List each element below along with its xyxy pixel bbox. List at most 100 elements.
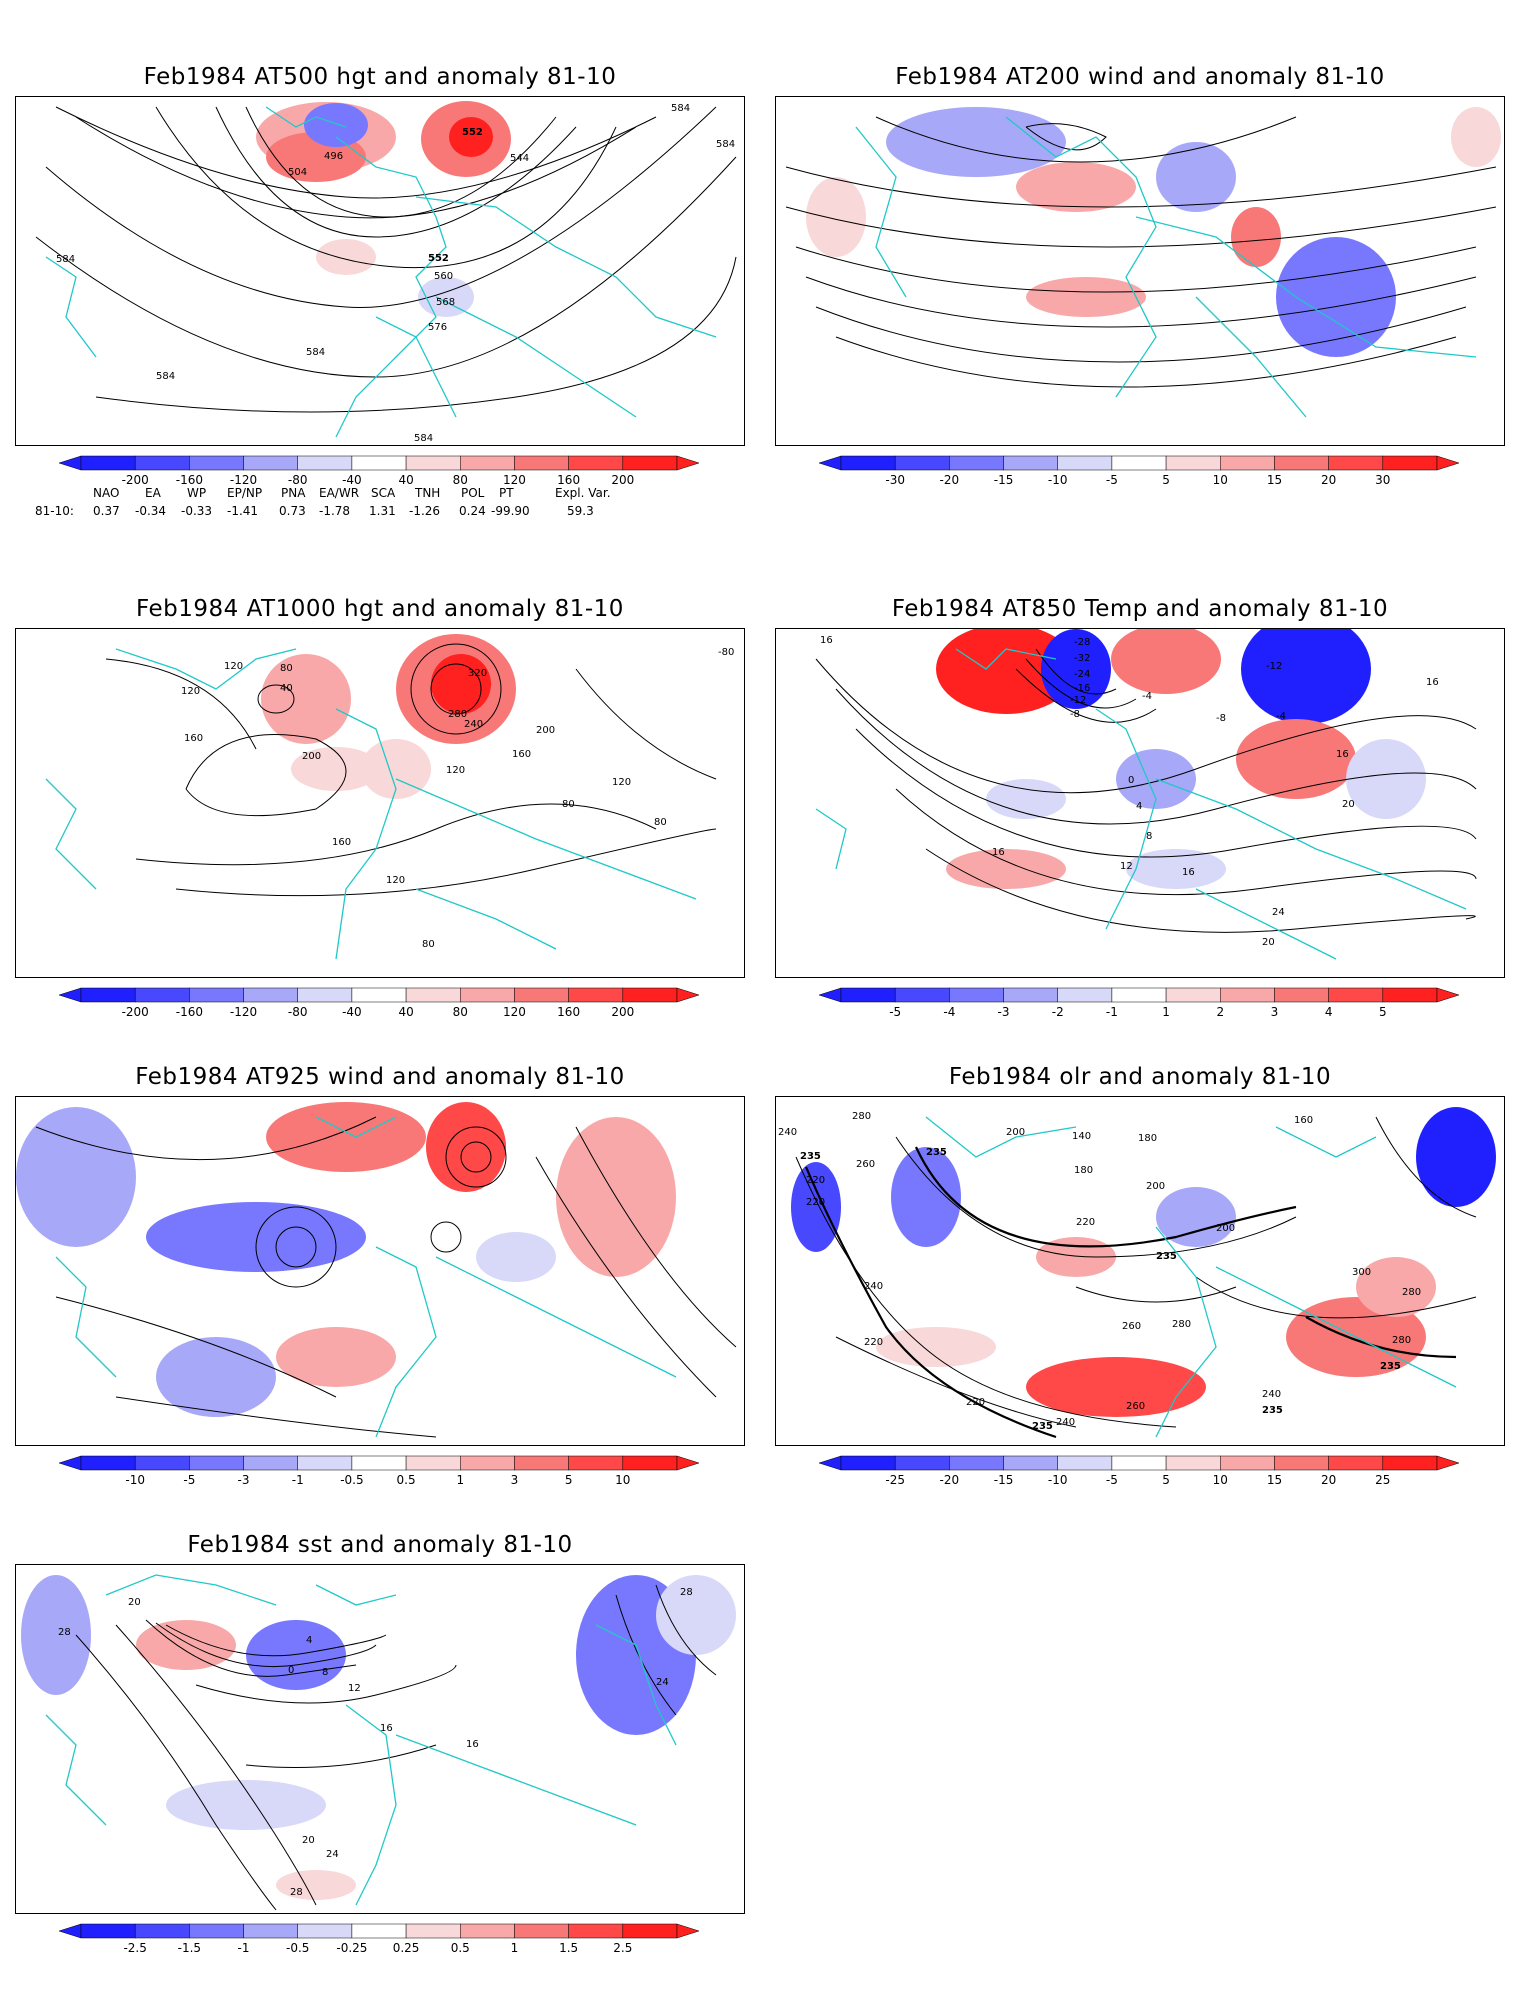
contour-labels: 584 584 584 584 584 584 544 552 552 496 … xyxy=(56,103,735,444)
contour-label: 200 xyxy=(302,751,321,762)
colorbar-tick-label: 160 xyxy=(557,1005,580,1019)
contour-label: 240 xyxy=(1262,1389,1281,1400)
contour-label: 584 xyxy=(414,433,433,444)
colorbar-swatch xyxy=(1220,987,1275,1003)
colorbar-tick-label: 10 xyxy=(1213,1473,1228,1487)
colorbar-tick-label: -10 xyxy=(1048,473,1068,487)
panel-title: Feb1984 AT500 hgt and anomaly 81-10 xyxy=(143,64,617,90)
contour-label: -4 xyxy=(1276,711,1286,722)
colorbar-swatch xyxy=(1165,987,1221,1003)
panel-title: Feb1984 sst and anomaly 81-10 xyxy=(187,1532,573,1558)
contour-label: 160 xyxy=(184,733,203,744)
colorbar-arrow-high xyxy=(676,455,700,471)
index-value: -0.34 xyxy=(135,504,167,518)
contour-label: 240 xyxy=(464,719,483,730)
colorbar-tick-label: 120 xyxy=(503,473,526,487)
anomaly-shading xyxy=(936,629,1426,889)
contour-label: 280 xyxy=(1172,1319,1191,1330)
colorbar-tick-label: -1 xyxy=(238,1941,250,1955)
contour-label: -8 xyxy=(1216,713,1226,724)
colorbar-swatch xyxy=(840,455,896,471)
teleconnection-indices: NAO EA WP EP/NP PNA EA/WR SCA TNH POL PT… xyxy=(35,486,735,526)
map-t850: 16 -28 -32 -24 -16 -12 -8 -4 -12 -8 -4 1… xyxy=(775,628,1505,978)
colorbar-swatch xyxy=(840,1455,896,1471)
colorbar-swatch xyxy=(1057,1455,1113,1471)
colorbar-swatch xyxy=(568,1923,624,1939)
contour-label: 280 xyxy=(852,1111,871,1122)
map-u200 xyxy=(775,96,1505,446)
colorbar-swatch xyxy=(297,987,353,1003)
colorbar-swatch xyxy=(351,1455,407,1471)
colorbar-tick-label: -40 xyxy=(342,1005,362,1019)
colorbar-swatch xyxy=(80,455,136,471)
contour-label: -12 xyxy=(1070,695,1086,706)
contour-label: 220 xyxy=(806,1197,825,1208)
indices-row-label: 81-10: xyxy=(35,504,74,518)
colorbar-tick-label: -40 xyxy=(342,473,362,487)
contour-label: 16 xyxy=(466,1739,479,1750)
contour-label: 584 xyxy=(716,139,735,150)
contour-label: 12 xyxy=(1120,861,1133,872)
olr-235-contour xyxy=(804,1146,1457,1439)
colorbar-tick-label: -0.5 xyxy=(340,1473,363,1487)
contour-label: 300 xyxy=(1352,1267,1371,1278)
colorbar-swatch xyxy=(1274,987,1329,1003)
colorbar: -25 -20 -15 -10 -5 5 10 15 20 25 xyxy=(818,1455,1460,1490)
contour-label: 235 xyxy=(1032,1421,1053,1432)
colorbar-swatch xyxy=(1328,987,1384,1003)
colorbar-swatch xyxy=(80,1923,136,1939)
panel-title: Feb1984 AT925 wind and anomaly 81-10 xyxy=(135,1064,625,1090)
colorbar-swatch xyxy=(1003,987,1058,1003)
coastlines xyxy=(45,106,717,438)
colorbar-tick-label: -10 xyxy=(1048,1473,1068,1487)
contour-label: 40 xyxy=(280,683,293,694)
colorbar-swatch xyxy=(405,987,461,1003)
index-value: -1.78 xyxy=(319,504,351,518)
colorbar-tick-label: -2 xyxy=(1052,1005,1064,1019)
colorbar-arrow-low xyxy=(58,1455,82,1471)
colorbar-tick-label: -5 xyxy=(889,1005,901,1019)
map-svg: 28 20 0 4 8 12 16 16 20 24 28 28 24 xyxy=(21,1574,736,1911)
colorbar-swatch xyxy=(1274,455,1329,471)
colorbar-swatch xyxy=(243,455,298,471)
colorbar-swatch xyxy=(460,987,515,1003)
index-header: SCA xyxy=(371,486,396,500)
contour-labels: 120 120 80 40 160 200 320 280 240 200 16… xyxy=(181,647,734,950)
colorbar-tick-label: 5 xyxy=(565,1473,573,1487)
contour-label: 584 xyxy=(56,254,75,265)
panel-title: Feb1984 AT1000 hgt and anomaly 81-10 xyxy=(136,596,624,622)
colorbar-tick-label: 0.5 xyxy=(397,1473,416,1487)
colorbar-tick-label: 20 xyxy=(1321,473,1336,487)
colorbar-swatch xyxy=(1165,1455,1221,1471)
colorbar-arrow-low xyxy=(58,987,82,1003)
index-header: WP xyxy=(187,486,207,500)
contour-label: 16 xyxy=(1426,677,1439,688)
map-z1000: 120 120 80 40 160 200 320 280 240 200 16… xyxy=(15,628,745,978)
colorbar-tick-label: -2.5 xyxy=(123,1941,146,1955)
colorbar-arrow-high xyxy=(676,1923,700,1939)
colorbar-swatch xyxy=(189,455,244,471)
contour-label: 280 xyxy=(1392,1335,1411,1346)
contour-label: 24 xyxy=(656,1677,669,1688)
index-header: Expl. Var. xyxy=(555,486,611,500)
colorbar-swatch xyxy=(405,1455,461,1471)
map-svg: 584 584 584 584 584 584 544 552 552 496 … xyxy=(35,101,737,444)
colorbar-tick-label: 0.5 xyxy=(451,1941,470,1955)
map-svg: 120 120 80 40 160 200 320 280 240 200 16… xyxy=(45,634,734,960)
colorbar-swatch xyxy=(1328,455,1384,471)
index-value: 0.37 xyxy=(93,504,120,518)
panel-title: Feb1984 olr and anomaly 81-10 xyxy=(948,1064,1332,1090)
colorbar-swatch xyxy=(1382,987,1438,1003)
colorbar-tick-label: 160 xyxy=(557,473,580,487)
colorbar-swatch xyxy=(622,455,678,471)
contour-label: -28 xyxy=(1074,637,1090,648)
colorbar-tick-label: -160 xyxy=(176,473,203,487)
contour-label: 220 xyxy=(806,1175,825,1186)
colorbar-tick-label: 2.5 xyxy=(613,1941,632,1955)
contour-label: 160 xyxy=(332,837,351,848)
contour-label: 24 xyxy=(1272,907,1285,918)
colorbar-svg: -5 -4 -3 -2 -1 1 2 3 4 5 xyxy=(818,987,1460,1019)
index-header: EA/WR xyxy=(319,486,360,500)
colorbar-tick-label: 5 xyxy=(1162,1473,1170,1487)
contour-label: 200 xyxy=(536,725,555,736)
